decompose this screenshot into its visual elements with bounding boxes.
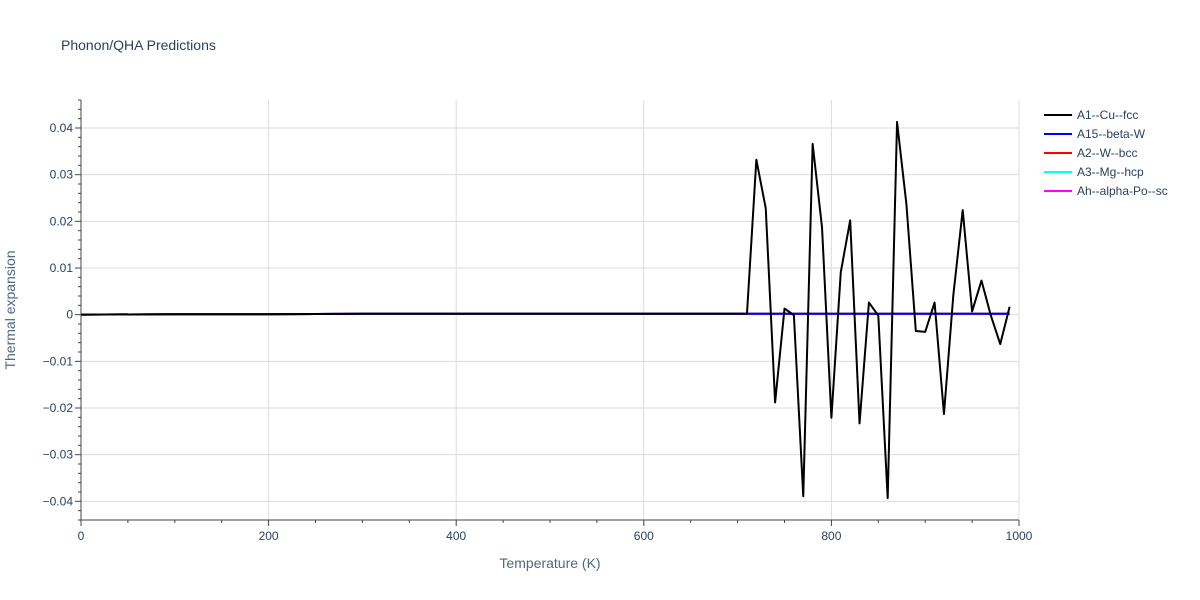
y-tick-label: 0.03 (50, 168, 74, 182)
legend-label: Ah--alpha-Po--sc (1077, 184, 1168, 198)
axes: 0 200 400 600 800 1000 −0.04 −0.03 −0.02 −0.01 0 0.… (43, 99, 1033, 543)
y-tick-label: 0 (66, 308, 73, 322)
y-tick-label: 0.01 (50, 261, 74, 275)
y-tick-label: −0.04 (43, 494, 74, 508)
legend-label: A15--beta-W (1077, 127, 1146, 141)
legend-label: A2--W--bcc (1077, 146, 1137, 160)
legend-item[interactable]: A3--Mg--hcp (1044, 165, 1144, 179)
x-tick-label: 1000 (1006, 529, 1033, 543)
legend-label: A1--Cu--fcc (1077, 108, 1138, 122)
legend-item[interactable]: A2--W--bcc (1044, 146, 1137, 160)
x-axis-title: Temperature (K) (499, 555, 600, 571)
series-line-0 (80, 120, 1011, 500)
y-axis-title: Thermal expansion (2, 250, 18, 369)
y-tick-label: −0.02 (43, 401, 74, 415)
x-tick-label: 400 (446, 529, 466, 543)
series-lines (80, 120, 1011, 500)
x-tick-label: 200 (259, 529, 279, 543)
legend: A1--Cu--fcc A15--beta-W A2--W--bcc A3--Mg--… (1044, 108, 1168, 198)
x-tick-label: 600 (634, 529, 654, 543)
y-tick-label: 0.02 (50, 214, 74, 228)
grid (81, 100, 1020, 520)
legend-label: A3--Mg--hcp (1077, 165, 1144, 179)
legend-item[interactable]: A1--Cu--fcc (1044, 108, 1138, 122)
x-tick-label: 800 (821, 529, 841, 543)
legend-item[interactable]: A15--beta-W (1044, 127, 1146, 141)
y-tick-label: −0.01 (43, 354, 74, 368)
chart-title: Phonon/QHA Predictions (61, 37, 216, 53)
y-tick-label: 0.04 (50, 121, 74, 135)
y-tick-label: −0.03 (43, 448, 74, 462)
legend-item[interactable]: Ah--alpha-Po--sc (1044, 184, 1168, 198)
x-tick-label: 0 (78, 529, 85, 543)
